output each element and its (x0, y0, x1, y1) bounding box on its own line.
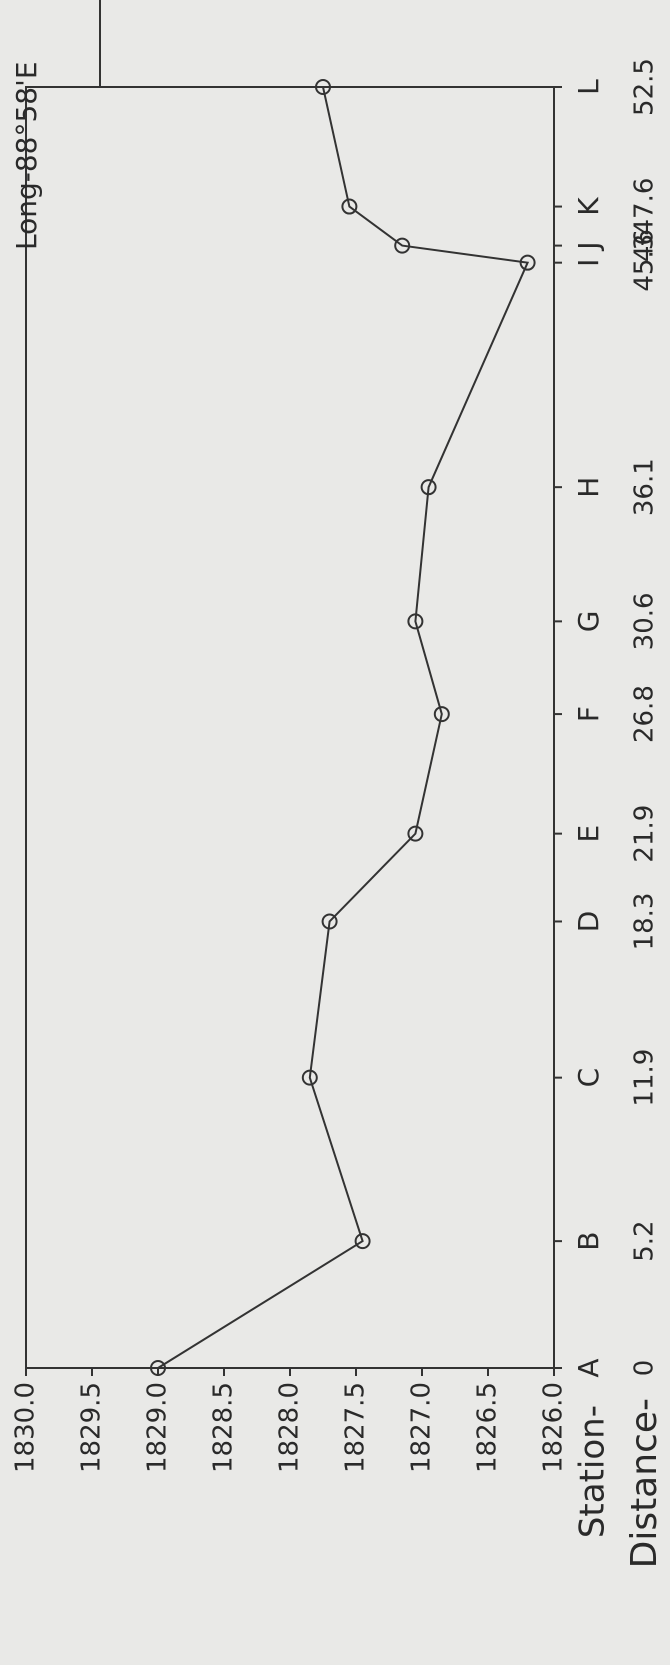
annotation: Long-88°58'E (10, 61, 43, 250)
x-tick-label: 47.6 (630, 178, 660, 236)
y-tick-label: 1829.5 (77, 1382, 107, 1473)
x-tick-label: 0 (630, 1360, 660, 1377)
y-tick-label: 1828.0 (275, 1382, 305, 1473)
station-label: C (572, 1068, 605, 1088)
x-tick-label: 21.9 (630, 805, 660, 863)
y-tick-label: 1828.5 (209, 1382, 239, 1473)
station-label: G (572, 611, 605, 633)
station-label: D (572, 911, 605, 933)
y-tick-label: 1826.0 (539, 1382, 569, 1473)
y-tick-label: 1827.5 (341, 1382, 371, 1473)
x-tick-label: 30.6 (630, 592, 660, 650)
chart: Long-88°58'E Station- Distance- 1826.0 18… (0, 0, 670, 1665)
station-label: H (572, 477, 605, 498)
x-tick-label: 18.3 (630, 893, 660, 951)
station-label: L (572, 79, 605, 95)
station-label: I (572, 259, 605, 267)
station-label: B (572, 1232, 605, 1251)
y-tick-label: 1826.5 (473, 1382, 503, 1473)
station-label: K (572, 197, 605, 216)
y-tick-label: 1829.0 (143, 1382, 173, 1473)
station-label: F (572, 706, 605, 722)
station-label: A (572, 1358, 605, 1377)
x-tick-label: 5.2 (630, 1220, 660, 1261)
station-label: J (572, 241, 605, 251)
station-label: E (572, 825, 605, 843)
station-axis-label: Station- (573, 1405, 613, 1538)
x-axis-label: Distance- (624, 1398, 665, 1568)
x-tick-label: 36.1 (630, 458, 660, 516)
y-tick-label: 1827.0 (407, 1382, 437, 1473)
x-tick-label: 26.8 (630, 685, 660, 743)
x-tick-label: 52.5 (630, 58, 660, 116)
page: Long-88°58'E Station- Distance- 1826.0 18… (0, 0, 670, 1665)
x-tick-label: 11.9 (630, 1049, 660, 1107)
y-tick-label: 1830.0 (11, 1382, 41, 1473)
